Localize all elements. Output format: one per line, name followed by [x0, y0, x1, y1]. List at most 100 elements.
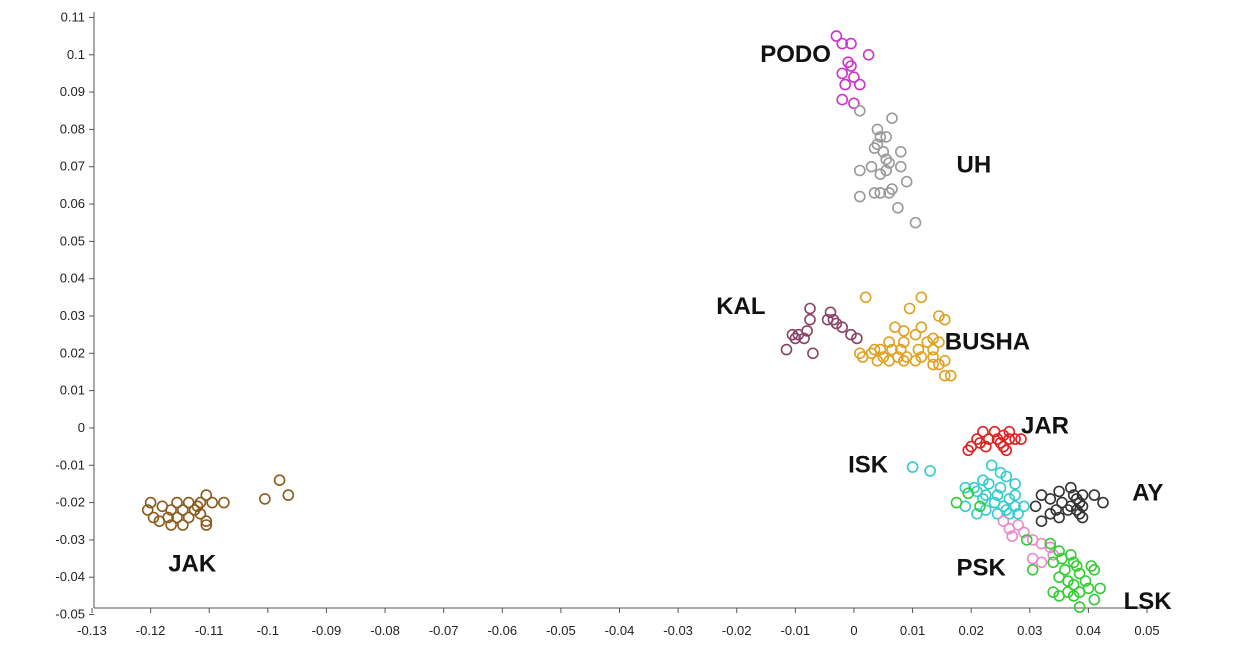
group-label-isk: ISK [848, 452, 889, 479]
y-tick-label: 0.07 [60, 159, 85, 174]
data-point [1067, 578, 1080, 591]
data-point [856, 351, 869, 363]
y-tick-label: 0.03 [60, 308, 85, 323]
data-point [848, 71, 860, 83]
series-isk [906, 459, 1030, 520]
data-point [871, 354, 884, 367]
data-point [1021, 534, 1033, 546]
x-tick-label: 0.04 [1076, 623, 1101, 638]
group-label-jak: JAK [168, 551, 217, 578]
data-point [1035, 556, 1048, 569]
data-point [1062, 575, 1074, 587]
data-point [839, 78, 852, 91]
data-point [792, 328, 805, 341]
y-tick-label: 0.1 [67, 47, 85, 62]
data-point [1026, 563, 1039, 576]
data-point [836, 93, 849, 106]
y-tick-label: 0.08 [60, 121, 85, 136]
data-point [933, 358, 945, 371]
data-point [938, 354, 951, 367]
data-point [892, 202, 904, 214]
data-point [218, 496, 230, 509]
data-point [997, 515, 1010, 528]
group-label-kal: KAL [716, 293, 765, 320]
data-point [824, 306, 837, 319]
data-point [871, 123, 884, 136]
data-point [798, 332, 810, 345]
x-tick-label: -0.01 [781, 623, 811, 638]
x-tick-label: -0.03 [663, 623, 693, 638]
data-point [1076, 500, 1089, 513]
data-point [845, 60, 857, 72]
data-point [886, 183, 898, 195]
data-point [1012, 507, 1024, 520]
data-point [171, 511, 183, 524]
data-point [830, 317, 843, 330]
data-point [1053, 590, 1065, 602]
data-point [1009, 489, 1021, 501]
data-point [1009, 433, 1021, 445]
data-point [853, 78, 866, 91]
data-point [883, 157, 895, 169]
x-tick-label: -0.07 [429, 623, 459, 638]
data-point [259, 493, 271, 505]
data-point [1079, 575, 1092, 587]
data-point [1070, 560, 1083, 572]
data-point [938, 369, 951, 382]
data-point [273, 474, 286, 487]
data-points [141, 30, 1109, 613]
data-point [994, 481, 1007, 494]
data-point [927, 343, 939, 356]
x-tick-label: -0.1 [257, 623, 279, 638]
data-point [194, 507, 207, 520]
data-point [1018, 526, 1030, 539]
data-point [206, 496, 218, 509]
data-point [836, 37, 849, 50]
y-tick-label: 0.11 [61, 9, 85, 24]
data-point [153, 515, 166, 528]
data-point [182, 511, 195, 524]
data-point [868, 343, 881, 356]
data-point [1006, 530, 1019, 543]
data-point [804, 302, 816, 315]
data-point [886, 112, 898, 124]
group-label-psk: PSK [957, 554, 1007, 581]
data-point [880, 164, 893, 177]
data-point [909, 216, 922, 229]
x-tick-label: -0.12 [136, 623, 166, 638]
data-point [165, 504, 177, 516]
group-label-ay: AY [1132, 480, 1163, 507]
data-point [1076, 489, 1089, 501]
data-point [927, 351, 939, 363]
data-point [921, 336, 934, 348]
data-point [845, 328, 857, 341]
x-tick-label: 0.01 [900, 623, 925, 638]
data-point [965, 440, 978, 453]
data-point [903, 302, 916, 315]
data-point [877, 351, 890, 363]
data-point [804, 313, 816, 326]
data-point [886, 343, 898, 356]
data-point [1065, 481, 1077, 494]
y-tick-label: 0.05 [60, 233, 85, 248]
group-label-busha: BUSHA [945, 329, 1030, 356]
data-point [1073, 601, 1086, 613]
data-point [894, 146, 907, 158]
data-point [200, 515, 213, 528]
data-point [1044, 493, 1057, 505]
x-tick-label: -0.05 [546, 623, 576, 638]
data-point [991, 507, 1004, 520]
x-tick-label: -0.02 [722, 623, 752, 638]
y-tick-label: -0.02 [55, 495, 85, 510]
data-point [877, 146, 890, 158]
y-tick-label: 0.01 [60, 383, 85, 398]
data-point [909, 354, 922, 367]
data-point [874, 187, 887, 199]
data-point [897, 354, 910, 367]
data-point [982, 478, 995, 490]
data-point [177, 519, 189, 531]
y-tick-label: 0.04 [60, 271, 85, 286]
data-point [1097, 496, 1109, 509]
data-point [1029, 500, 1042, 513]
data-point [985, 459, 998, 472]
